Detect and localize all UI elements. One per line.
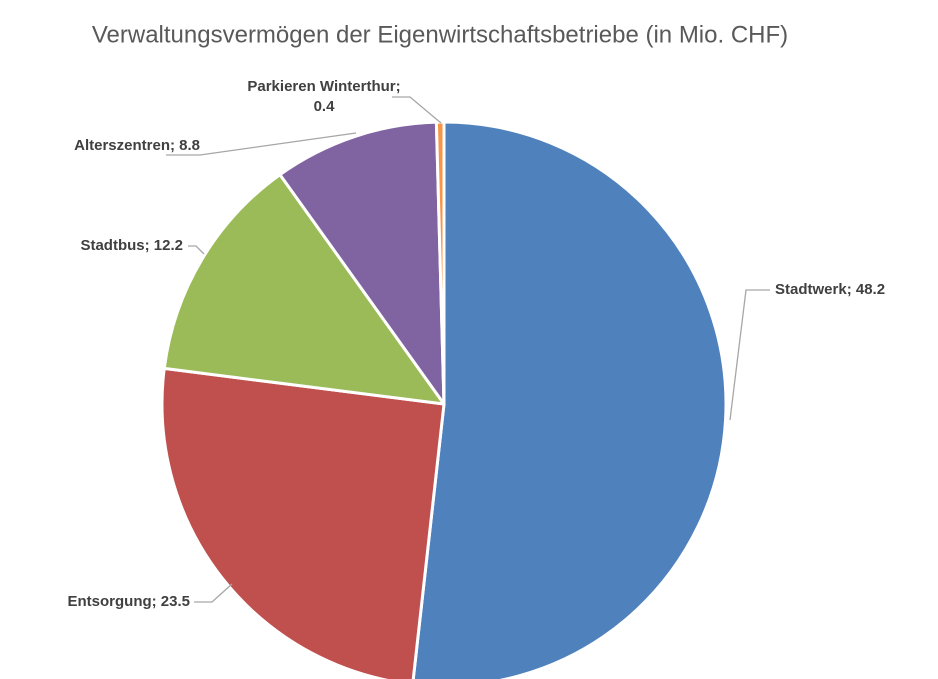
- pie-slice: [162, 173, 446, 406]
- leader-line: [188, 245, 205, 255]
- data-label: Alterszentren; 8.8: [74, 137, 200, 154]
- chart-title: Verwaltungsvermögen der Eigenwirtschafts…: [92, 21, 788, 48]
- leader-line: [166, 132, 357, 156]
- data-label: 0.4: [314, 98, 336, 115]
- data-label: Parkieren Winterthur;: [247, 78, 400, 95]
- data-label: Stadtwerk; 48.2: [775, 281, 885, 298]
- data-label: Entsorgung; 23.5: [67, 593, 190, 610]
- pie-slice: [411, 120, 728, 679]
- data-label: Stadtbus; 12.2: [80, 237, 183, 254]
- pie-slice: [278, 120, 446, 406]
- leader-line: [194, 583, 233, 603]
- pie-slice: [160, 366, 446, 679]
- leader-line: [729, 289, 770, 421]
- leader-line: [392, 96, 442, 124]
